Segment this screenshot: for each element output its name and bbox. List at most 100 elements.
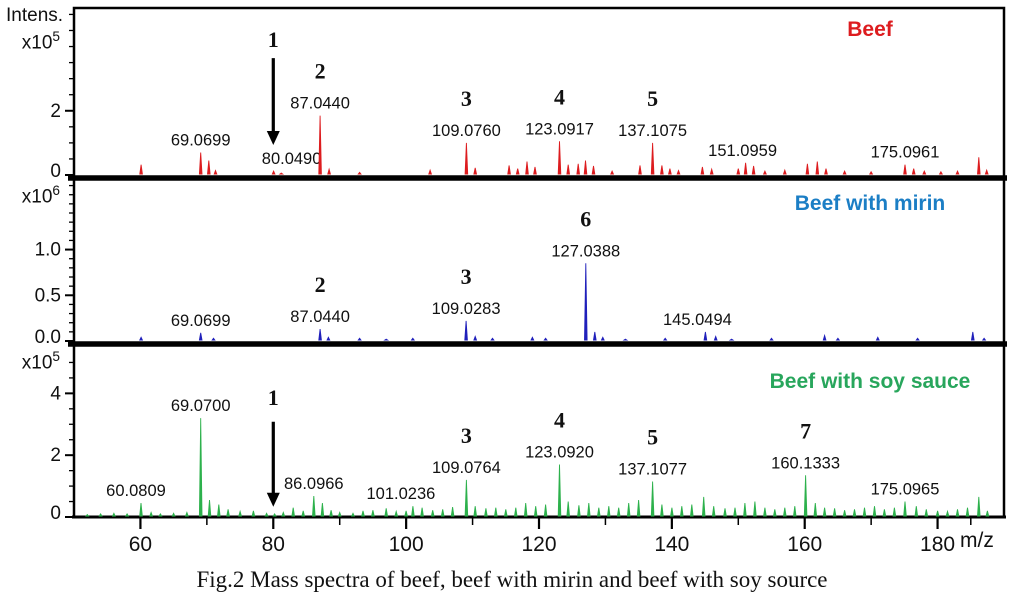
spectrum-peak [660,504,664,517]
spectrum-peak [473,167,478,175]
spectrum-peak [198,418,203,517]
spectrum-peak [924,509,929,517]
y-tick-label: 4 [50,383,61,404]
spectrum-peak [769,337,774,341]
peak-number-annotation: 5 [647,425,658,450]
annotation-arrowhead [266,492,280,507]
spectrum-peak [404,510,408,517]
spectrum-peak [272,513,277,517]
spectrum-peak [970,331,975,341]
peak-mz-label: 109.0283 [432,300,501,318]
scale-exponent: 5 [52,349,60,364]
spectrum-peak [977,157,981,175]
figure-caption: Fig.2 Mass spectra of beef, beef with mi… [196,567,828,592]
spectrum-peak [689,504,694,517]
y-tick-label: 2 [50,101,61,122]
spectrum-peak [872,506,877,517]
spectrum-peak [357,337,362,341]
scale-mantissa: x10 [21,352,53,374]
spectrum-peak [832,508,837,517]
spectrum-peak [430,510,435,517]
spectrum-peak [882,509,887,517]
spectrum-peak [668,168,672,175]
spectrum-peak [557,464,562,517]
scale-exponent: 6 [52,183,60,198]
spectrum-peak [753,501,757,517]
spectrum-peak [525,161,529,175]
panel3-title: Beef with soy sauce [769,370,971,393]
spectrum-peak [935,510,940,517]
spectrum-peak [149,511,154,517]
peak-mz-label: 151.0959 [708,142,777,160]
peak-mz-label: 87.0440 [290,95,350,113]
spectrum-peak [507,165,511,175]
spectrum-peak [911,168,916,175]
spectrum-peak [158,513,163,517]
spectrum-peak [428,168,433,175]
spectrum-peak [842,169,847,175]
peak-mz-label: 160.1333 [771,454,840,472]
peak-mz-label: 86.0966 [284,475,344,493]
spectrum-peak [318,329,322,341]
peak-mz-label: 175.0961 [871,144,940,162]
spectrum-peak [592,331,597,341]
spectrum-peak [676,169,681,175]
spectrum-peak [869,170,874,175]
spectrum-peak [610,169,615,175]
spectrum-peak [98,513,103,517]
spectrum-peak [591,165,596,175]
spectrum-peak [464,320,468,341]
spectrum-peak [803,475,808,517]
spectrum-peak [450,507,455,517]
x-tick-label: 180 [920,533,955,556]
spectrum-peak [281,511,286,517]
spectra-plot: 2 0 69.0699 80.0490 87.0440 2 109.0760 3 123.091… [35,6,1007,556]
spectrum-peak [622,338,629,341]
spectrum-peak [329,510,333,517]
spectrum-peak [211,337,216,341]
spectrum-peak [772,509,777,517]
y-tick-label: 0 [50,161,61,182]
x-tick-label: 100 [389,533,424,556]
spectrum-peak [515,168,520,175]
spectrum-peak [945,509,950,517]
spectrum-peak [312,495,316,517]
spectrum-peak [184,511,189,517]
spectrum-peak [822,507,827,517]
spectrum-peak [626,503,631,517]
spectrum-peak [650,142,655,175]
spectrum-peak [350,512,356,517]
y-tick-label: 2 [50,445,61,466]
spectrum-peak [111,512,116,517]
annotation-arrowhead [266,130,280,145]
spectrum-peak [226,509,230,517]
spectrum-peak [464,142,469,175]
peak-number-annotation: 1 [268,385,279,410]
peak-mz-label: 69.0699 [171,132,231,150]
x-tick-label: 140 [654,533,689,556]
spectrum-peak [875,336,880,341]
spectrum-peak [523,503,528,517]
spectrum-peak [557,141,562,175]
spectrum-peak [728,338,735,341]
spectrum-peak [473,506,478,517]
spectrum-peak [981,337,987,341]
spectrum-peak [264,512,269,517]
spectrum-peak [713,335,718,341]
spectrum-peak [815,161,820,175]
spectrum-peak [736,168,741,175]
spectrum-peak [410,337,416,341]
peak-number-annotation: 3 [461,264,472,289]
spectrum-peak [584,263,588,341]
spectrum-peak [207,160,211,175]
spectrum-peak [792,506,797,517]
spectrum-peak [566,501,570,517]
spectrum-peak [662,337,668,341]
spectrum-peak [464,479,469,517]
spectrum-peak [903,501,907,517]
spectrum-peak [484,508,488,517]
spectrum-peak [411,506,415,517]
spectrum-peak [892,507,897,517]
spectrum-peak [371,510,375,517]
spectrum-peak [650,481,655,517]
